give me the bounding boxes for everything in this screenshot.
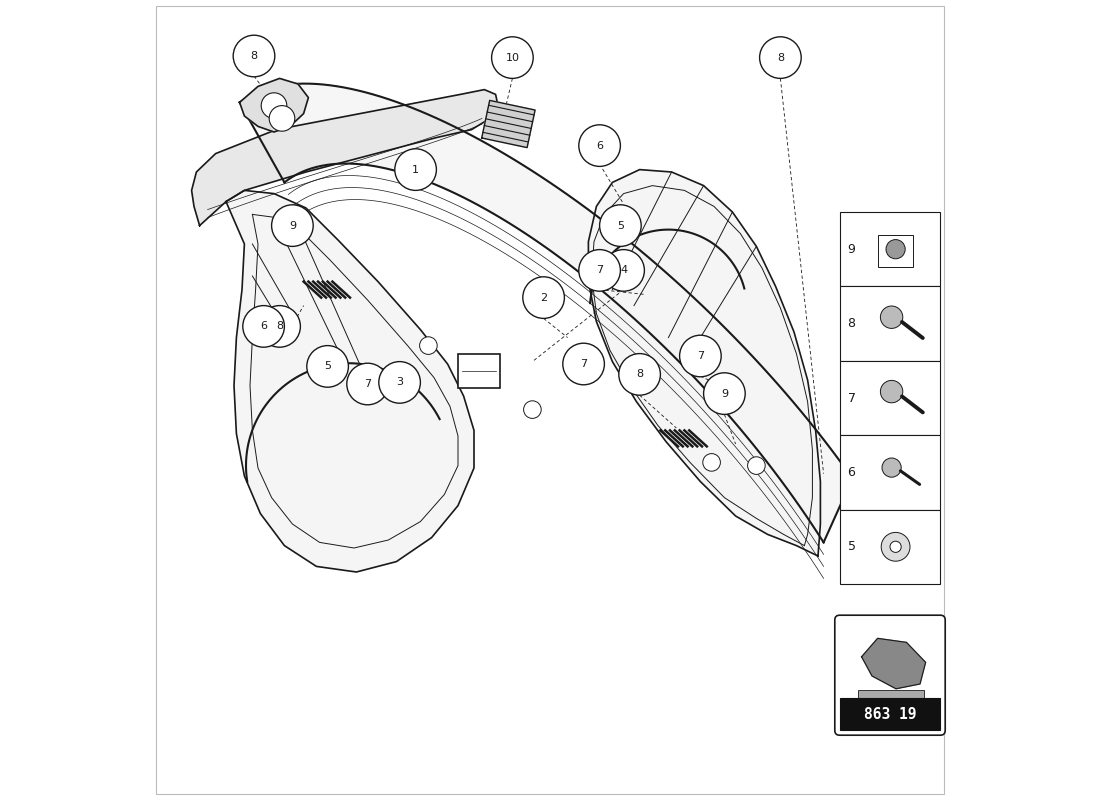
Circle shape bbox=[346, 363, 388, 405]
Circle shape bbox=[703, 454, 720, 471]
Polygon shape bbox=[191, 90, 498, 226]
Text: 7: 7 bbox=[364, 379, 371, 389]
Circle shape bbox=[522, 277, 564, 318]
Circle shape bbox=[886, 240, 905, 259]
Circle shape bbox=[880, 381, 903, 403]
Bar bbox=[858, 690, 924, 702]
Circle shape bbox=[378, 362, 420, 403]
Circle shape bbox=[882, 458, 901, 477]
Text: 9: 9 bbox=[289, 221, 296, 230]
Bar bbox=[839, 510, 940, 584]
Polygon shape bbox=[482, 100, 535, 148]
Text: 8: 8 bbox=[636, 370, 644, 379]
Circle shape bbox=[890, 541, 901, 552]
Text: 7: 7 bbox=[848, 391, 856, 405]
Text: 5: 5 bbox=[848, 540, 856, 554]
Bar bbox=[839, 212, 940, 286]
Bar bbox=[839, 698, 940, 730]
Circle shape bbox=[748, 457, 766, 474]
Circle shape bbox=[307, 346, 349, 387]
Bar bbox=[839, 286, 940, 361]
Circle shape bbox=[395, 149, 437, 190]
Circle shape bbox=[270, 106, 295, 131]
Text: 6: 6 bbox=[848, 466, 856, 479]
Circle shape bbox=[680, 335, 722, 377]
Text: 4: 4 bbox=[620, 266, 627, 275]
Text: 7: 7 bbox=[580, 359, 587, 369]
Circle shape bbox=[233, 35, 275, 77]
Text: 5: 5 bbox=[324, 362, 331, 371]
Circle shape bbox=[261, 93, 287, 118]
Bar bbox=[839, 435, 940, 510]
Circle shape bbox=[760, 37, 801, 78]
Circle shape bbox=[704, 373, 745, 414]
Text: 3: 3 bbox=[396, 378, 403, 387]
Text: 8: 8 bbox=[276, 322, 283, 331]
Text: 6: 6 bbox=[596, 141, 603, 150]
Circle shape bbox=[579, 125, 620, 166]
Polygon shape bbox=[240, 84, 852, 542]
Circle shape bbox=[272, 205, 313, 246]
Bar bbox=[839, 361, 940, 435]
Text: 9: 9 bbox=[720, 389, 728, 398]
Text: 1: 1 bbox=[412, 165, 419, 174]
Polygon shape bbox=[861, 638, 925, 689]
FancyBboxPatch shape bbox=[835, 615, 945, 735]
Bar bbox=[878, 235, 913, 267]
Text: 8: 8 bbox=[251, 51, 257, 61]
Circle shape bbox=[579, 250, 620, 291]
Circle shape bbox=[619, 354, 660, 395]
Text: 8: 8 bbox=[777, 53, 784, 62]
Circle shape bbox=[258, 306, 300, 347]
Text: 863 19: 863 19 bbox=[864, 707, 916, 722]
Circle shape bbox=[880, 306, 903, 328]
Circle shape bbox=[524, 401, 541, 418]
Circle shape bbox=[881, 533, 910, 562]
Text: 6: 6 bbox=[260, 322, 267, 331]
Text: 9: 9 bbox=[848, 242, 856, 256]
Bar bbox=[458, 354, 499, 388]
Text: 7: 7 bbox=[696, 351, 704, 361]
Circle shape bbox=[600, 205, 641, 246]
Text: 10: 10 bbox=[505, 53, 519, 62]
Circle shape bbox=[243, 306, 285, 347]
Text: 8: 8 bbox=[848, 317, 856, 330]
Text: 5: 5 bbox=[617, 221, 624, 230]
Circle shape bbox=[563, 343, 604, 385]
Polygon shape bbox=[588, 170, 821, 556]
Circle shape bbox=[492, 37, 534, 78]
Circle shape bbox=[603, 250, 645, 291]
Circle shape bbox=[419, 337, 437, 354]
Text: 7: 7 bbox=[596, 266, 603, 275]
Polygon shape bbox=[226, 190, 474, 572]
Text: 2: 2 bbox=[540, 293, 547, 302]
Polygon shape bbox=[240, 78, 308, 132]
